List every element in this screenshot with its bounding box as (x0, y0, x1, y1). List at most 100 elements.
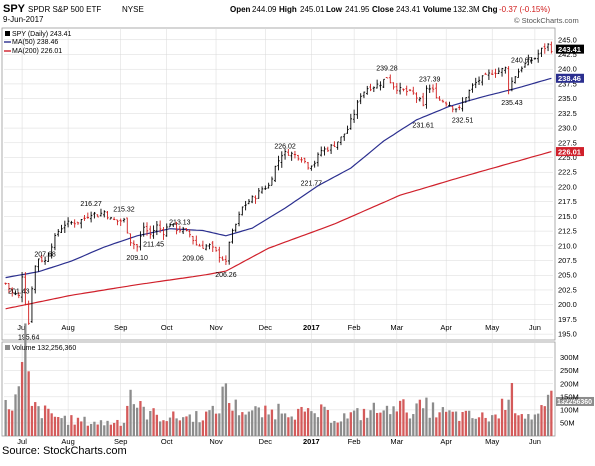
price-bar (234, 223, 237, 233)
price-annotation: 232.51 (452, 117, 474, 124)
x-tick-label: Aug (61, 323, 74, 332)
price-bar (349, 113, 353, 130)
volume-bar (382, 410, 385, 436)
volume-bar (339, 421, 343, 436)
last-value-label: 238.46 (558, 74, 581, 83)
volume-bar (290, 416, 293, 436)
volume-tick-label: 300M (560, 353, 579, 362)
volume-bar (352, 410, 356, 436)
price-bar (517, 68, 520, 79)
volume-value: 132.3M (453, 5, 480, 14)
volume-bar (260, 417, 264, 436)
price-bar (461, 97, 464, 112)
price-bar (320, 146, 323, 157)
volume-bar (83, 416, 86, 436)
volume-bar (359, 420, 362, 436)
price-axis: 245.0 242.5 240.0 237.5 235.0 232.5 230.0 227.5… (558, 35, 577, 338)
volume-bar (389, 414, 392, 436)
volume-bar (408, 418, 412, 436)
x-tick-label: Oct (161, 437, 174, 446)
volume-bar (267, 414, 270, 436)
volume-bar (211, 405, 214, 436)
price-bar (497, 67, 500, 74)
price-bar (408, 88, 412, 92)
volume-bar (149, 411, 152, 436)
price-bar (405, 85, 408, 96)
price-bar (119, 218, 122, 226)
volume-bar (50, 413, 53, 436)
volume-bar (135, 407, 139, 436)
high-label: High (279, 5, 297, 14)
volume-bar (372, 402, 375, 436)
volume-legend: Volume 132,256,360 (5, 345, 76, 352)
volume-bar (86, 425, 89, 436)
volume-bar (320, 404, 323, 436)
price-bar (47, 252, 50, 263)
chg-value: -0.37 (-0.15%) (499, 5, 550, 14)
price-bar (214, 246, 218, 252)
volume-bar (428, 417, 431, 436)
volume-bar (237, 415, 241, 436)
volume-bar (454, 411, 458, 436)
volume-bar (17, 386, 20, 436)
price-bar (287, 148, 290, 156)
volume-bar (145, 419, 149, 436)
volume-bar (293, 419, 297, 436)
volume-label: Volume (423, 5, 452, 14)
price-bar (375, 79, 379, 89)
volume-bar (418, 399, 422, 436)
volume-bar (379, 412, 382, 436)
price-bar (53, 233, 57, 251)
price-bar (316, 152, 320, 167)
price-bar (149, 225, 152, 239)
x-tick-label: May (485, 323, 499, 332)
volume-bar (369, 410, 372, 436)
volume-bar (313, 413, 316, 436)
volume-bar (11, 410, 14, 436)
x-tick-label: Dec (259, 323, 273, 332)
price-bar (300, 157, 303, 163)
price-annotation: 231.61 (412, 123, 434, 130)
volume-bar (283, 413, 287, 436)
volume-bar (73, 424, 76, 436)
price-bar (382, 78, 385, 88)
price-bar (267, 182, 270, 189)
price-bar (290, 151, 293, 161)
last-value-boxes: 243.41 238.46 226.01 (556, 44, 584, 156)
price-bar (145, 222, 149, 236)
price-bar (122, 217, 126, 223)
x-tick-label: Sep (114, 323, 127, 332)
price-bar (254, 195, 257, 204)
price-annotation: 239.28 (376, 65, 398, 72)
x-tick-label: 2017 (303, 323, 320, 332)
price-tick-label: 237.5 (558, 79, 577, 88)
price-tick-label: 215.0 (558, 212, 577, 221)
ma200-series (5, 151, 552, 310)
volume-bar (336, 422, 339, 436)
price-bar (395, 83, 399, 94)
volume-bar (185, 416, 188, 436)
price-bar (283, 148, 287, 160)
volume-bar (191, 421, 195, 436)
price-tick-label: 195.0 (558, 330, 577, 339)
volume-bar (484, 417, 487, 436)
price-bar (366, 85, 369, 95)
volume-bar (106, 420, 109, 436)
volume-bar (491, 415, 494, 436)
volume-bar (201, 420, 205, 436)
close-value: 243.41 (396, 5, 421, 14)
price-bar (24, 272, 27, 306)
chg-label: Chg (482, 5, 498, 14)
price-bar (181, 226, 185, 234)
price-bar (484, 72, 487, 75)
price-bar (359, 93, 362, 105)
volume-bar (60, 418, 63, 436)
x-tick-label: Feb (348, 437, 361, 446)
price-bar (527, 54, 530, 66)
volume-bar (20, 361, 24, 436)
volume-bar (109, 424, 112, 436)
price-bar (4, 282, 7, 285)
price-bar (244, 200, 247, 211)
volume-bar (70, 415, 73, 436)
price-bar (142, 222, 145, 237)
